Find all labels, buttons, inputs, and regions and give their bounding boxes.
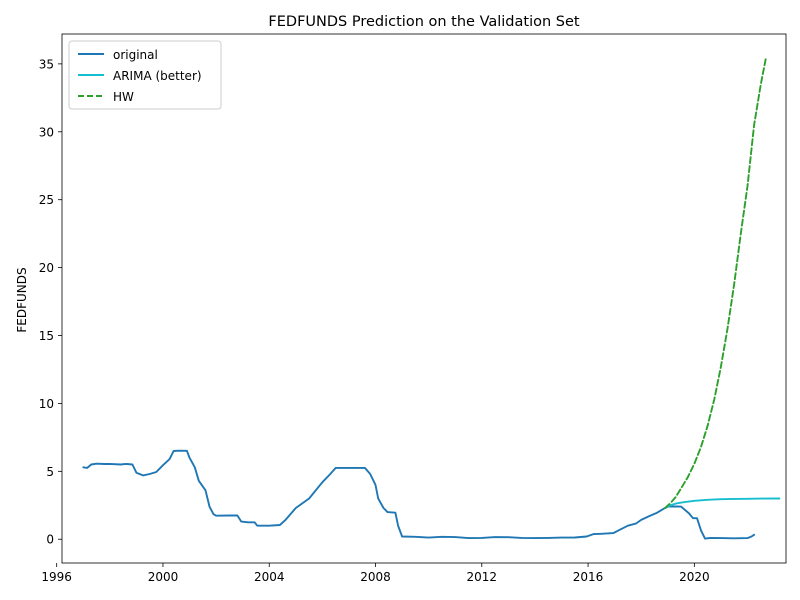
plot-area: 1996 2000 2004 2008 2012 2016 2020 0 5 10 15 20 25 3… xyxy=(39,33,787,584)
x-tick-label: 2008 xyxy=(360,570,391,584)
y-tick-label: 35 xyxy=(39,57,54,71)
y-tick-label: 25 xyxy=(39,193,54,207)
chart-title: FEDFUNDS Prediction on the Validation Se… xyxy=(268,14,579,30)
y-tick-label: 0 xyxy=(46,533,54,547)
x-tick-label: 2016 xyxy=(573,570,604,584)
x-tick-label: 2020 xyxy=(679,570,710,584)
legend-box xyxy=(68,40,222,110)
y-tick-label: 30 xyxy=(39,125,54,139)
legend-label-arima: ARIMA (better) xyxy=(113,69,202,83)
y-tick-label: 10 xyxy=(39,397,54,411)
y-tick-label: 15 xyxy=(39,329,54,343)
series-layer xyxy=(82,56,781,540)
axes-frame xyxy=(61,33,787,564)
y-tick-label: 20 xyxy=(39,261,54,275)
y-tick-label: 5 xyxy=(46,465,54,479)
series-line-hw xyxy=(664,56,768,509)
series-line-original xyxy=(82,449,756,540)
legend-label-original: original xyxy=(113,48,158,62)
x-tick-label: 2000 xyxy=(148,570,179,584)
legend-label-hw: HW xyxy=(113,90,134,104)
x-tick-label: 2004 xyxy=(254,570,285,584)
legend: original ARIMA (better) HW xyxy=(68,40,222,110)
x-tick-label: 1996 xyxy=(41,570,72,584)
y-axis-ticks: 0 5 10 15 20 25 30 35 xyxy=(39,57,62,547)
series-line-arima-better xyxy=(664,497,781,509)
y-axis-label: FEDFUNDS xyxy=(15,267,29,332)
x-axis-ticks: 1996 2000 2004 2008 2012 2016 2020 xyxy=(41,563,710,584)
x-tick-label: 2012 xyxy=(467,570,498,584)
